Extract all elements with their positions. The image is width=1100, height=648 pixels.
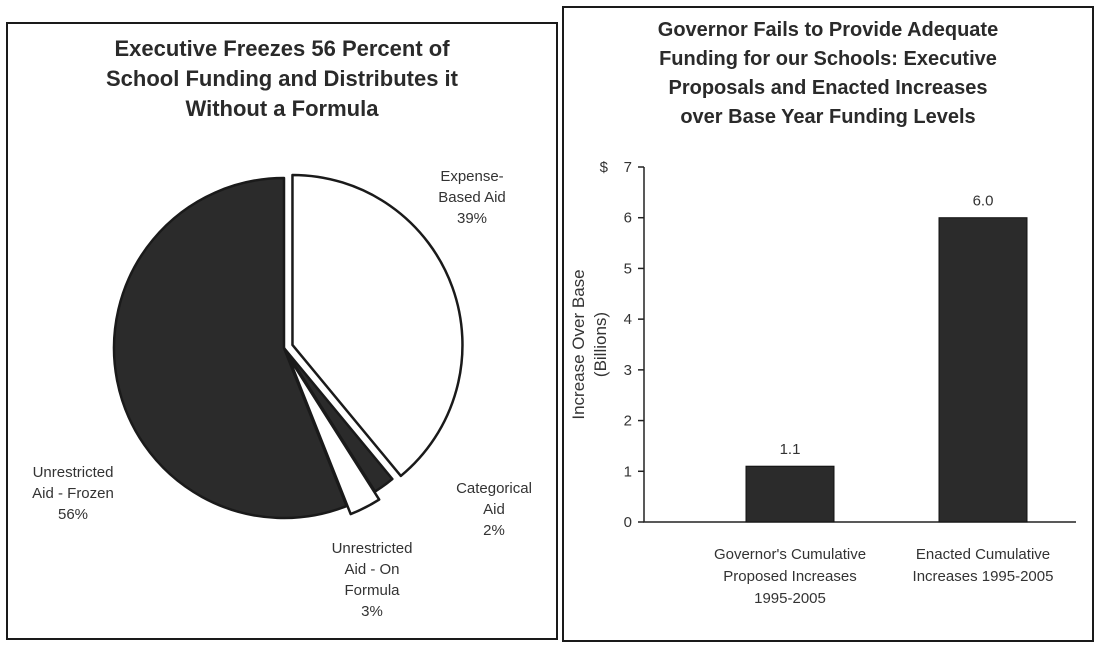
bar-chart-panel: Governor Fails to Provide Adequate Fundi… [562, 6, 1094, 642]
pie-slice-expense-based-aid [291, 173, 464, 478]
bar-data-label: 6.0 [973, 193, 994, 210]
y-tick-label: 5 [624, 260, 632, 277]
pie-slice-unrestricted-aid-frozen [112, 176, 348, 520]
slice-label-expense-based-aid: Expense- Based Aid 39% [438, 168, 506, 227]
x-category-label: Enacted Cumulative Increases 1995-2005 [913, 546, 1054, 585]
y-tick-label: 7 [624, 159, 632, 176]
pie-slice-unrestricted-aid-on-formula [286, 354, 381, 516]
pie-chart [112, 173, 464, 520]
bar-data-label: 1.1 [780, 441, 801, 458]
y-tick-label: 4 [624, 311, 632, 328]
pie-chart-title: Executive Freezes 56 Percent of School F… [106, 36, 458, 121]
slice-label-unrestricted-aid-on-formula: Unrestricted Aid - On Formula 3% [331, 540, 413, 620]
pie-chart-panel: Executive Freezes 56 Percent of School F… [6, 22, 558, 640]
y-tick-label: 1 [624, 463, 632, 480]
slice-label-categorical-aid: Categorical Aid 2% [456, 480, 532, 539]
y-unit-label: $ [600, 159, 609, 176]
y-tick-label: 6 [624, 210, 632, 227]
y-axis-label: Increase Over Base (Billions) [569, 269, 610, 419]
y-tick-label: 3 [624, 362, 632, 379]
slice-label-unrestricted-aid-frozen: Unrestricted Aid - Frozen 56% [32, 464, 114, 523]
y-tick-label: 2 [624, 413, 632, 430]
bar-chart-title: Governor Fails to Provide Adequate Fundi… [657, 19, 999, 128]
y-tick-label: 0 [624, 514, 632, 531]
x-category-label: Governor's Cumulative Proposed Increases 1… [714, 546, 866, 607]
bar-chart: 0 1 2 3 4 5 6 7 $ Increase Over Base (Billions) 1.1… [569, 159, 1076, 607]
bar-1 [745, 465, 835, 523]
bar-2 [938, 217, 1028, 523]
